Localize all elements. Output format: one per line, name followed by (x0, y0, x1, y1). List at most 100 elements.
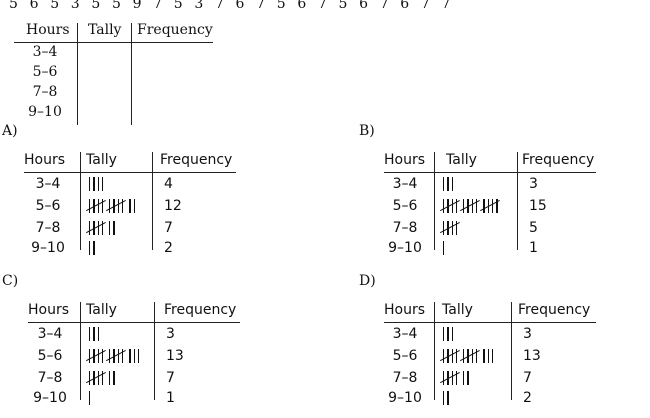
header-tally: Tally (446, 152, 477, 168)
data-value: 5 (276, 0, 287, 12)
option-d-label[interactable]: D) (359, 273, 376, 289)
data-value: 5 (338, 0, 348, 12)
frequency-cell: 13 (523, 348, 541, 364)
column-divider (511, 302, 512, 400)
tally-marks (85, 371, 116, 385)
tally-marks (85, 199, 136, 213)
frequency-cell: 3 (523, 326, 532, 342)
header-tally: Tally (442, 302, 473, 318)
tally-marks (442, 241, 445, 255)
hours-cell: 3–4 (392, 176, 418, 192)
header-frequency: Frequency (522, 152, 595, 168)
frequency-cell: 13 (166, 348, 184, 364)
frequency-cell: 7 (166, 370, 175, 386)
hours-cell: 7–8 (392, 370, 418, 386)
tally-marks (439, 371, 470, 385)
hours-cell: 7–8 (392, 220, 418, 236)
tally-cell (85, 221, 116, 239)
tally-marks (85, 349, 140, 363)
hours-cell: 9–10 (31, 240, 65, 256)
frequency-cell: 1 (529, 240, 538, 256)
hours-cell: 7–8 (35, 220, 61, 236)
hours-cell: 9–10 (33, 390, 67, 406)
header-hours: Hours (384, 152, 426, 168)
hours-cell: 5–6 (392, 348, 418, 364)
data-value: 5 (91, 0, 101, 12)
hours-cell: 3–4 (37, 326, 63, 342)
frequency-cell: 12 (164, 198, 182, 214)
header-divider (24, 172, 236, 173)
column-divider (77, 23, 78, 125)
tally-cell (439, 221, 461, 239)
tally-marks (439, 349, 494, 363)
tally-marks (442, 327, 454, 341)
data-value: 6 (359, 0, 369, 12)
column-divider (80, 152, 81, 250)
column-divider (434, 302, 435, 400)
frequency-cell: 3 (529, 176, 538, 192)
frequency-cell: 2 (523, 390, 532, 406)
option-a-label[interactable]: A) (2, 123, 18, 139)
frequency-cell: 2 (164, 240, 173, 256)
header-frequency: Frequency (518, 302, 591, 318)
data-value: 7 (256, 0, 266, 12)
hours-cell: 9–10 (388, 240, 422, 256)
header-tally: Tally (86, 302, 117, 318)
data-value: 5 (9, 0, 19, 12)
header-tally: Tally (88, 22, 122, 38)
frequency-cell: 4 (164, 176, 173, 192)
hours-cell: 5–6 (37, 348, 63, 364)
tally-marks (442, 177, 454, 191)
column-divider (152, 152, 153, 250)
data-value: 7 (214, 0, 225, 12)
column-divider (131, 23, 132, 125)
header-hours: Hours (28, 302, 70, 318)
tally-marks (439, 199, 501, 213)
tally-cell (442, 241, 445, 259)
header-hours: Hours (26, 22, 70, 38)
tally-cell (85, 349, 140, 367)
hours-cell: 3–4 (32, 44, 58, 60)
tally-cell (88, 327, 100, 345)
frequency-cell: 3 (166, 326, 175, 342)
data-value: 9 (132, 0, 142, 12)
header-frequency: Frequency (164, 302, 237, 318)
frequency-cell: 7 (164, 220, 173, 236)
tally-marks (88, 241, 96, 255)
column-divider (434, 152, 435, 250)
tally-marks (88, 177, 104, 191)
tally-cell (439, 371, 470, 389)
column-divider (517, 152, 518, 250)
data-value: 6 (297, 0, 307, 12)
tally-marks (85, 221, 116, 235)
header-hours: Hours (384, 302, 426, 318)
tally-cell (88, 241, 96, 259)
header-frequency: Frequency (137, 22, 213, 38)
header-divider (384, 322, 596, 323)
tally-cell (88, 177, 104, 195)
hours-cell: 5–6 (32, 64, 58, 80)
header-divider (14, 42, 213, 43)
data-value: 5 (50, 0, 60, 12)
hours-cell: 7–8 (37, 370, 63, 386)
data-value: 5 (173, 0, 184, 12)
data-value: 7 (420, 0, 431, 12)
tally-marks (88, 327, 100, 341)
tally-cell (88, 391, 91, 409)
data-value: 6 (235, 0, 245, 12)
tally-cell (439, 349, 494, 367)
header-divider (28, 322, 240, 323)
frequency-cell: 5 (529, 220, 538, 236)
hours-cell: 5–6 (35, 198, 61, 214)
tally-cell (442, 177, 454, 195)
option-b-label[interactable]: B) (359, 123, 375, 139)
tally-marks (88, 391, 91, 405)
option-c-label[interactable]: C) (2, 273, 19, 289)
data-value: 6 (29, 0, 40, 12)
data-value: 7 (441, 0, 451, 12)
tally-cell (442, 391, 450, 409)
hours-cell: 3–4 (392, 326, 418, 342)
hours-cell: 9–10 (28, 104, 62, 120)
frequency-cell: 1 (166, 390, 175, 406)
